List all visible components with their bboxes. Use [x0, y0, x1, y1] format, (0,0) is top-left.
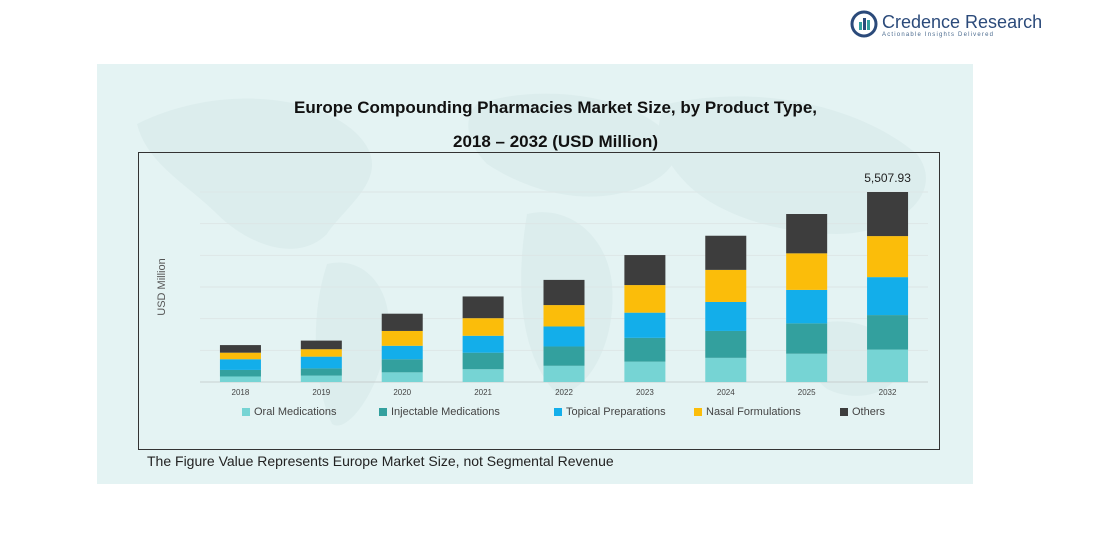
bar-topical-preparations: [624, 312, 666, 338]
bar-topical-preparations: [867, 277, 909, 316]
legend-item: Injectable Medications: [379, 406, 500, 418]
bar-topical-preparations: [219, 359, 261, 370]
bar-others: [543, 279, 585, 306]
x-tick-label: 2019: [312, 388, 330, 397]
bar-injectable-medications: [300, 368, 342, 376]
x-tick-label: 2032: [879, 388, 897, 397]
x-tick-label: 2024: [717, 388, 735, 397]
chart-title-line1: Europe Compounding Pharmacies Market Siz…: [293, 98, 817, 117]
bar-oral-medications: [300, 375, 342, 382]
legend-item: Oral Medications: [242, 406, 337, 418]
legend-item: Others: [840, 406, 885, 418]
bar-others: [705, 235, 747, 270]
bar-topical-preparations: [381, 345, 423, 360]
brand-tagline: Actionable Insights Delivered: [882, 32, 995, 38]
bar-injectable-medications: [219, 369, 261, 377]
footnote: The Figure Value Represents Europe Marke…: [147, 453, 614, 469]
bar-others: [381, 313, 423, 331]
bar-topical-preparations: [786, 289, 828, 324]
bar-nasal-formulations: [462, 318, 504, 336]
legend-swatch: [242, 408, 250, 416]
bar-injectable-medications: [867, 315, 909, 350]
data-label-total-2032: 5,507.93: [864, 171, 911, 185]
bar-topical-preparations: [300, 356, 342, 369]
legend-item: Nasal Formulations: [694, 406, 801, 418]
legend-swatch: [840, 408, 848, 416]
legend-swatch: [379, 408, 387, 416]
bar-oral-medications: [624, 361, 666, 382]
chart-title-line2: 2018 – 2032 (USD Million): [452, 132, 659, 151]
x-tick-label: 2025: [798, 388, 816, 397]
y-axis-label: USD Million: [156, 258, 168, 315]
bar-oral-medications: [786, 353, 828, 382]
legend-label: Injectable Medications: [391, 406, 500, 418]
credence-research-logo: Credence Research Actionable Insights De…: [850, 10, 1043, 40]
x-tick-label: 2022: [555, 388, 573, 397]
bar-injectable-medications: [624, 337, 666, 362]
bar-others: [300, 340, 342, 350]
bar-oral-medications: [867, 349, 909, 382]
legend-label: Oral Medications: [254, 406, 337, 418]
bar-oral-medications: [462, 369, 504, 382]
legend-swatch: [554, 408, 562, 416]
bar-others: [462, 296, 504, 319]
legend-label: Others: [852, 406, 886, 418]
bar-nasal-formulations: [543, 305, 585, 327]
bar-injectable-medications: [543, 346, 585, 366]
bar-nasal-formulations: [705, 269, 747, 302]
bar-nasal-formulations: [624, 285, 666, 313]
bar-topical-preparations: [543, 326, 585, 347]
chart-frame: [138, 152, 940, 450]
bar-nasal-formulations: [381, 330, 423, 346]
bar-injectable-medications: [705, 330, 747, 358]
bar-others: [624, 255, 666, 286]
bar-others: [786, 214, 828, 254]
legend-swatch: [694, 408, 702, 416]
bar-oral-medications: [705, 357, 747, 382]
x-tick-label: 2020: [393, 388, 411, 397]
legend-label: Nasal Formulations: [706, 406, 801, 418]
bar-topical-preparations: [705, 301, 747, 331]
bar-oral-medications: [381, 372, 423, 382]
bar-topical-preparations: [462, 335, 504, 353]
bar-injectable-medications: [381, 359, 423, 373]
brand-mark-icon: [850, 10, 878, 38]
brand-name: Credence Research: [882, 12, 1043, 32]
bar-others: [219, 345, 261, 353]
bar-nasal-formulations: [786, 253, 828, 290]
stacked-bar-chart: USD Million 2018 2019 2020 2021 2022 2023 2024 2…: [156, 171, 928, 397]
x-tick-label: 2023: [636, 388, 654, 397]
bar-nasal-formulations: [867, 236, 909, 278]
bar-oral-medications: [543, 365, 585, 382]
legend-item: Topical Preparations: [554, 406, 666, 418]
x-tick-label: 2018: [232, 388, 250, 397]
bar-nasal-formulations: [300, 349, 342, 357]
bar-others: [867, 192, 909, 237]
legend-label: Topical Preparations: [566, 406, 666, 418]
bar-injectable-medications: [786, 323, 828, 354]
x-tick-label: 2021: [474, 388, 492, 397]
bar-nasal-formulations: [219, 352, 261, 360]
bar-injectable-medications: [462, 352, 504, 370]
bar-oral-medications: [219, 376, 261, 382]
